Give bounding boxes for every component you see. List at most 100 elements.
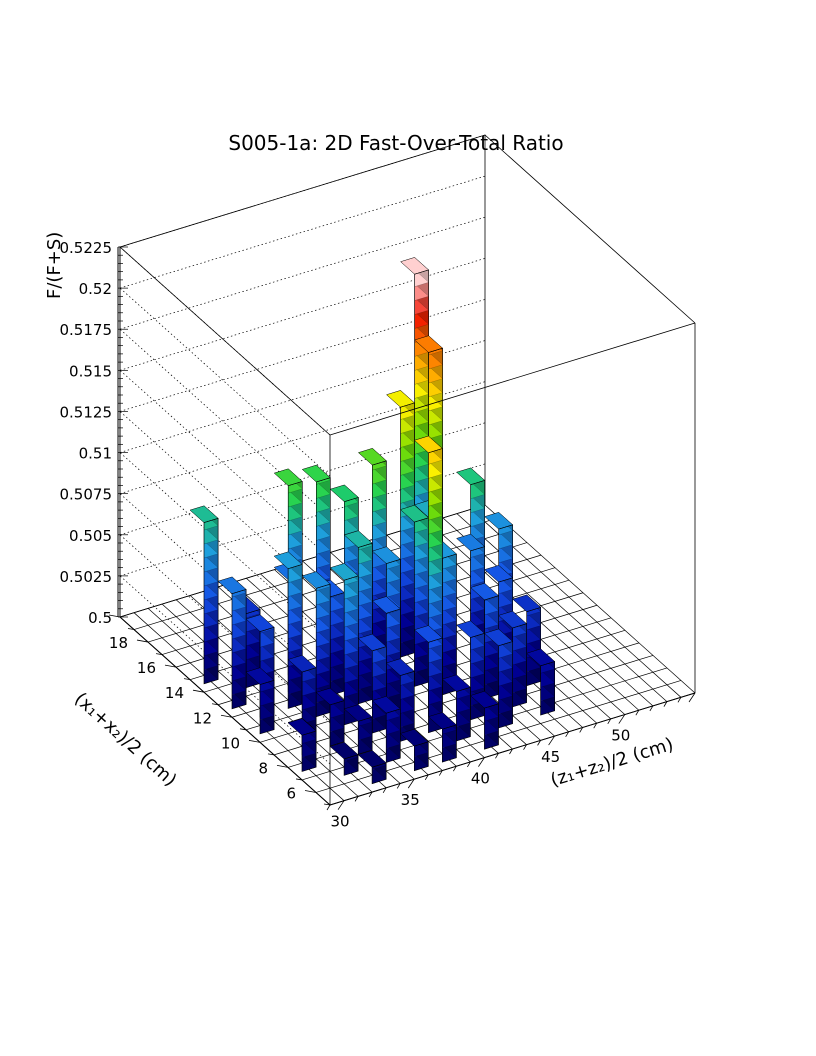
z-tick-label: 0.5075 xyxy=(60,486,113,504)
left-wall-gridline xyxy=(119,452,331,641)
bar-outline xyxy=(498,641,513,729)
y-axis-tick xyxy=(267,753,275,756)
x-axis-tick xyxy=(407,778,415,789)
bar xyxy=(469,690,499,750)
y-axis-tick xyxy=(183,678,191,681)
bar-outline xyxy=(357,716,373,755)
y-axis-tick xyxy=(192,689,205,693)
x-axis-tick xyxy=(368,791,373,798)
left-wall-gridline xyxy=(119,370,331,559)
bar xyxy=(245,667,275,735)
bar xyxy=(385,658,415,742)
y-axis-tick xyxy=(323,803,331,806)
x-axis-tick xyxy=(663,701,668,707)
bar xyxy=(217,576,247,710)
y-axis-tick xyxy=(136,639,149,643)
y-axis-tick xyxy=(108,614,121,618)
z-tick-label: 0.5175 xyxy=(60,321,113,339)
bar xyxy=(343,704,373,755)
x-axis-tick xyxy=(424,774,429,781)
bar xyxy=(329,741,359,776)
x-axis-tick xyxy=(453,766,457,772)
bar-outline xyxy=(456,686,471,742)
y-axis-tick xyxy=(220,714,233,718)
bar xyxy=(470,582,500,700)
y-tick-label: 6 xyxy=(286,784,296,802)
bar xyxy=(427,711,457,763)
z-tick-label: 0.5 xyxy=(88,609,112,627)
axis-ticks: 0.5 0.5025 0.505 0.5075 0.51 0.5125 0.515 0.517… xyxy=(60,239,696,831)
x-axis-tick xyxy=(396,783,401,789)
bar xyxy=(526,648,556,716)
bar xyxy=(189,505,219,685)
bar xyxy=(273,551,303,709)
bar-outline xyxy=(231,588,247,710)
y-axis-tick xyxy=(155,653,163,655)
x-axis-tick xyxy=(579,727,584,733)
bar-outline xyxy=(301,730,317,772)
x-tick-label: 40 xyxy=(471,770,490,788)
bars xyxy=(189,256,556,785)
bar-outline xyxy=(259,679,275,735)
z-tick-label: 0.515 xyxy=(69,362,112,380)
bar-outline xyxy=(329,700,345,747)
y-tick-label: 14 xyxy=(165,684,184,702)
bar-outline xyxy=(400,402,415,658)
left-wall-gridline xyxy=(119,575,331,765)
left-wall-gridline xyxy=(119,411,331,600)
x-axis-tick xyxy=(537,740,541,746)
x-axis-tick xyxy=(382,787,387,793)
x-axis-tick xyxy=(649,705,654,712)
x-tick-label: 30 xyxy=(330,813,349,831)
back-wall-gridline xyxy=(119,175,486,289)
bar-outline xyxy=(287,563,303,709)
x-tick-label: 50 xyxy=(611,727,630,745)
frame-top-front xyxy=(329,322,696,436)
bar xyxy=(484,628,514,729)
x-axis-tick xyxy=(467,761,471,768)
z-tick-label: 0.51 xyxy=(79,445,112,463)
y-axis-tick xyxy=(276,765,289,768)
chart-title: S005-1a: 2D Fast-Over-Total Ratio xyxy=(228,131,563,155)
x-axis-tick xyxy=(438,770,443,776)
bar xyxy=(441,674,471,742)
x-axis-tick xyxy=(565,731,569,737)
bar-outline xyxy=(413,741,429,772)
x-tick-label: 35 xyxy=(401,791,420,809)
bar xyxy=(329,562,359,726)
left-wall-gridline xyxy=(119,328,331,518)
y-tick-label: 18 xyxy=(109,634,128,652)
x-axis-tick xyxy=(593,722,598,729)
y-axis-tick xyxy=(239,728,247,731)
x-axis-tick xyxy=(337,800,345,810)
floor-gridline-x xyxy=(456,513,668,702)
bar xyxy=(371,695,401,763)
y-axis-tick xyxy=(127,628,135,630)
x-tick-label: 45 xyxy=(541,748,560,766)
z-tick-label: 0.505 xyxy=(69,527,112,545)
x-axis-tick xyxy=(618,714,626,724)
z-tick-label: 0.5025 xyxy=(60,568,113,586)
bar xyxy=(287,654,317,739)
y-tick-label: 16 xyxy=(137,659,156,677)
y-axis-line xyxy=(119,616,331,806)
bar xyxy=(315,687,345,747)
x-axis-tick xyxy=(635,710,640,716)
y-tick-label: 10 xyxy=(221,734,240,752)
y-axis-tick xyxy=(211,703,219,706)
z-tick-label: 0.5225 xyxy=(60,239,113,257)
x-axis-tick xyxy=(509,748,513,755)
floor-gridline-x xyxy=(147,608,359,797)
bar-outline xyxy=(315,583,331,718)
bar xyxy=(399,504,429,687)
bar xyxy=(399,728,429,772)
left-wall-gridline xyxy=(119,534,331,724)
z-tick-label: 0.52 xyxy=(79,280,112,298)
frame-top-right xyxy=(484,134,696,324)
y-axis-label: (x₁+x₂)/2 (cm) xyxy=(70,689,180,791)
left-wall-gridline xyxy=(119,287,331,477)
x-axis-tick xyxy=(478,757,485,767)
left-wall-gridline xyxy=(119,246,331,436)
bar-outline xyxy=(385,708,401,763)
